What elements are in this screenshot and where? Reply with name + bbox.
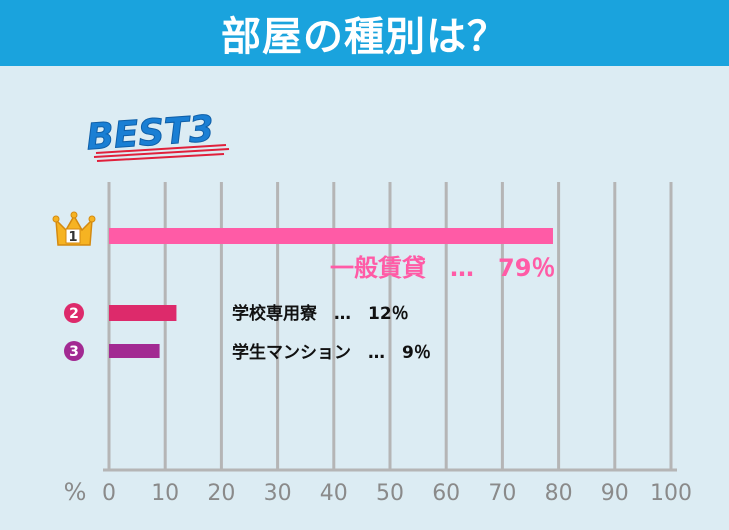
rank-mark-1: 1 — [68, 230, 77, 245]
rank-badge-2: 2 — [64, 303, 84, 323]
x-tick-label: 100 — [650, 481, 692, 506]
x-tick-label: 90 — [601, 481, 629, 506]
x-tick-label: 60 — [432, 481, 460, 506]
x-tick-label: 30 — [264, 481, 292, 506]
page-title: 部屋の種別は？ — [0, 0, 729, 66]
data-label-1: 一般賃貸 … 79％ — [330, 254, 555, 282]
bar-2 — [109, 305, 177, 321]
bar-3 — [109, 344, 160, 358]
x-tick-label: 20 — [207, 481, 235, 506]
rank-badge-3: 3 — [64, 341, 84, 361]
best3-underline — [93, 144, 230, 162]
best3-badge: BEST3 — [85, 108, 230, 162]
rank-mark-3: 3 — [69, 344, 79, 360]
x-tick-label: 50 — [376, 481, 404, 506]
x-tick-label: 0 — [102, 481, 116, 506]
chart-panel — [0, 66, 729, 530]
x-tick-label: 10 — [151, 481, 179, 506]
x-axis-unit-label: % — [64, 478, 87, 506]
x-tick-label: 40 — [320, 481, 348, 506]
rank-mark-2: 2 — [69, 306, 79, 322]
data-label-3: 学生マンション … 9％ — [232, 342, 431, 363]
x-tick-label: 80 — [545, 481, 573, 506]
data-label-2: 学校専用寮 … 12％ — [232, 303, 409, 324]
x-tick-label: 70 — [488, 481, 516, 506]
bar-1 — [109, 228, 553, 244]
crown-icon: 1 — [52, 211, 96, 246]
